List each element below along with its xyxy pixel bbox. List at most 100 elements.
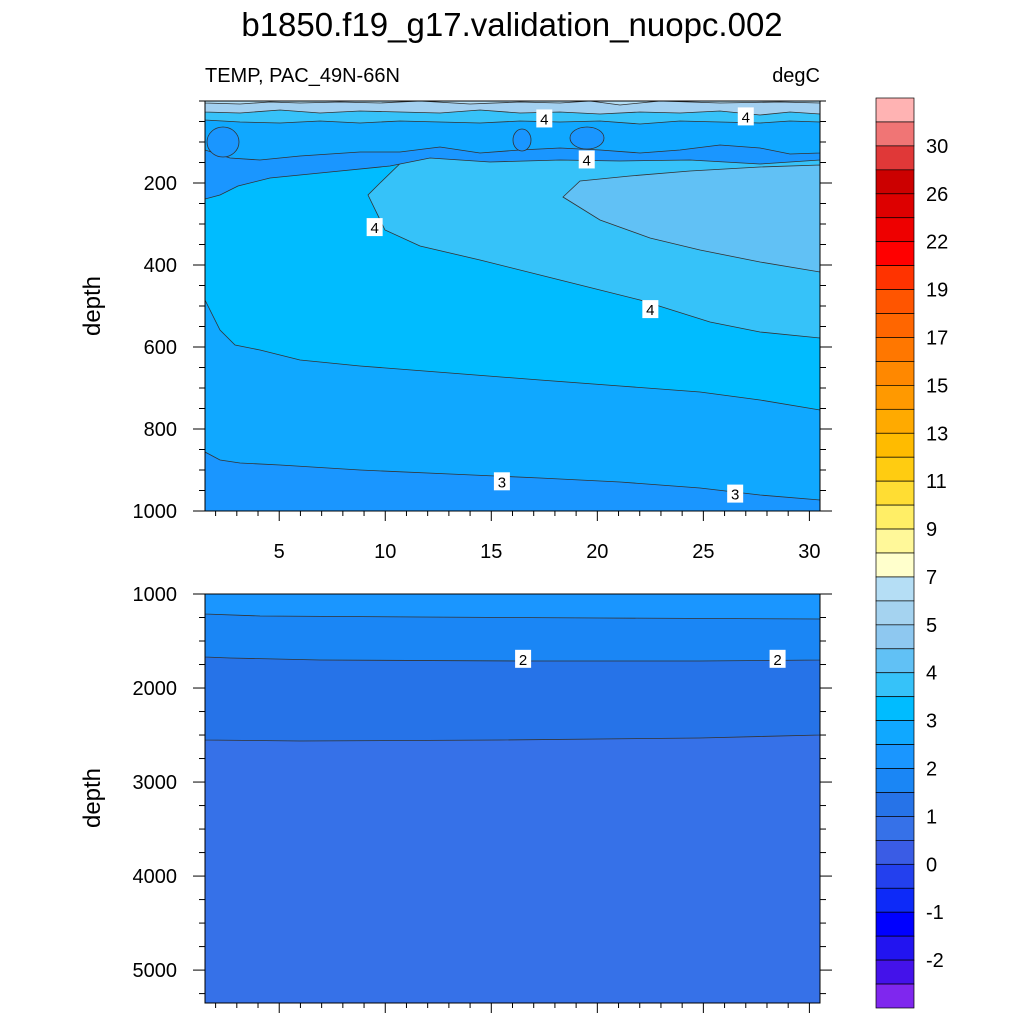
contour-label-text: 2	[773, 652, 781, 669]
contour-label-text: 3	[731, 487, 739, 504]
contour-label-box	[642, 300, 659, 319]
contour-label-text: 4	[370, 220, 378, 237]
colorbar-swatch	[875, 624, 915, 650]
colorbar-swatch	[875, 456, 915, 482]
contour-label-box	[366, 218, 383, 237]
colorbar-swatch	[875, 744, 915, 769]
contour-label: 4	[536, 109, 553, 128]
colorbar-swatch	[875, 265, 915, 290]
colorbar-label: -1	[926, 902, 944, 924]
colorbar: 30 26 22 19 17 15 13 11 9 7 5 4 3 2 1 0 -1 -2	[875, 97, 948, 1009]
colorbar-swatch	[875, 193, 915, 219]
y-tick-label: 3000	[133, 772, 178, 794]
colorbar-label: 22	[926, 232, 948, 254]
contour-label: 4	[366, 218, 383, 237]
colorbar-label: 30	[926, 136, 948, 158]
contour-label: 2	[515, 649, 532, 669]
colorbar-swatch	[875, 600, 915, 626]
colorbar-swatch	[875, 504, 915, 530]
y-tick-label: 1000	[133, 501, 178, 523]
contour-label: 4	[737, 107, 754, 126]
y-tick-label: 1000	[133, 584, 178, 606]
contour-label-box	[737, 107, 754, 126]
top-subtitle-right: degC	[772, 65, 820, 87]
colorbar-label: 1	[926, 806, 937, 828]
colorbar-label: -2	[926, 950, 944, 972]
colorbar-swatch	[875, 121, 915, 147]
colorbar-label: 19	[926, 280, 948, 302]
cool-patch-top-3	[569, 126, 605, 150]
contour-label-box	[515, 649, 532, 668]
colorbar-label: 3	[926, 711, 937, 733]
x-tick-label: 30	[798, 541, 820, 563]
colorbar-label: 5	[926, 615, 937, 637]
colorbar-swatch	[875, 289, 915, 314]
x-tick-label: 15	[480, 541, 502, 563]
colorbar-swatch	[875, 768, 915, 793]
y-tick-label: 4000	[133, 866, 178, 888]
contour-label-text: 3	[498, 474, 506, 491]
contour-label: 4	[642, 300, 659, 319]
top-panel: TEMP, PAC_49N-66N degC 4 4 4 4 4 3 3 5 10 15 20 25…	[79, 65, 832, 563]
x-tick-label: 25	[692, 541, 714, 563]
colorbar-swatch	[875, 816, 915, 841]
colorbar-swatch	[875, 97, 915, 123]
colorbar-label: 13	[926, 423, 948, 445]
y-tick-label: 2000	[133, 678, 178, 700]
contour-label-box	[536, 109, 553, 128]
colorbar-swatch	[875, 528, 915, 554]
colorbar-swatch	[875, 887, 915, 913]
colorbar-swatch	[875, 648, 915, 674]
colorbar-swatch	[875, 720, 915, 745]
colorbar-label: 26	[926, 184, 948, 206]
figure-title: b1850.f19_g17.validation_nuopc.002	[241, 6, 782, 43]
y-tick-label: 400	[144, 255, 177, 277]
colorbar-swatch	[875, 169, 915, 195]
colorbar-label: 17	[926, 327, 948, 349]
colorbar-label: 0	[926, 854, 937, 876]
y-tick-label: 200	[144, 173, 177, 195]
colorbar-swatch	[875, 408, 915, 434]
band-4.5-5.0-top	[562, 164, 820, 273]
contour-label-text: 4	[540, 111, 548, 128]
colorbar-label: 9	[926, 519, 937, 541]
contour-label-text: 4	[742, 109, 750, 126]
colorbar-label: 15	[926, 375, 948, 397]
top-subtitle-left: TEMP, PAC_49N-66N	[205, 65, 400, 87]
colorbar-swatch	[875, 145, 915, 171]
band-2.5-3.0-bottom	[205, 594, 820, 620]
contour-label: 4	[578, 150, 595, 169]
colorbar-swatch	[875, 217, 915, 243]
contour-label-text: 4	[583, 152, 591, 169]
colorbar-swatch	[875, 241, 915, 266]
colorbar-swatch	[875, 576, 915, 602]
x-tick-label: 5	[274, 541, 285, 563]
bottom-x-axis	[215, 1003, 810, 1013]
colorbar-swatch	[875, 863, 915, 889]
colorbar-swatch	[875, 337, 915, 362]
colorbar-swatch	[875, 552, 915, 578]
top-y-axis-label: depth	[79, 276, 106, 336]
contour-label-box	[727, 484, 744, 503]
colorbar-label: 4	[926, 663, 937, 685]
contour-label-box	[769, 649, 786, 668]
colorbar-swatch	[875, 696, 915, 721]
contour-label: 2	[769, 649, 786, 669]
bottom-y-axis: 1000 2000 3000 4000 5000	[133, 584, 832, 995]
colorbar-swatch	[875, 672, 915, 698]
colorbar-label: 7	[926, 567, 937, 589]
cool-patch-top-2	[512, 128, 532, 152]
colorbar-swatch	[875, 935, 915, 961]
contour-label-text: 2	[519, 652, 527, 669]
top-y-axis: 200 400 600 800 1000	[133, 100, 832, 523]
y-tick-label: 5000	[133, 960, 178, 982]
contour-label-box	[578, 150, 595, 169]
colorbar-swatch	[875, 840, 915, 865]
top-x-axis: 5 10 15 20 25 30	[215, 511, 821, 563]
colorbar-swatch	[875, 792, 915, 817]
colorbar-swatch	[875, 983, 915, 1009]
colorbar-swatch	[875, 480, 915, 506]
